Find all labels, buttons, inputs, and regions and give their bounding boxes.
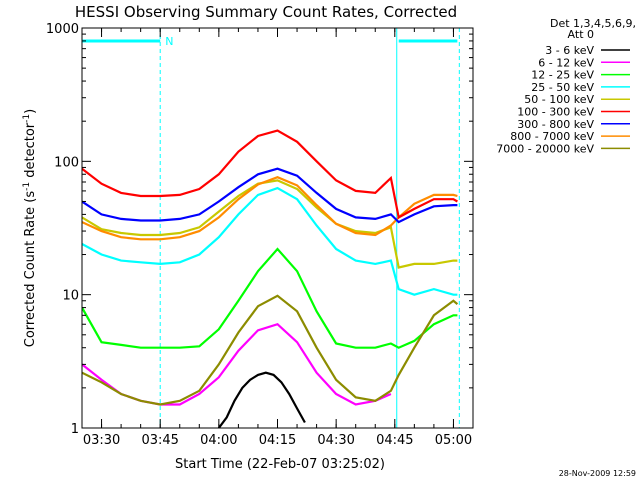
legend-header-line-2: Att 0 (568, 28, 594, 41)
legend-label: 800 - 7000 keV (510, 130, 594, 143)
y-tick-label: 10 (62, 289, 79, 304)
x-tick-label: 03:45 (141, 433, 178, 448)
y-axis-label: Corrected Count Rate (s-1 detector-1) (22, 109, 38, 347)
series-line-1 (217, 371, 306, 428)
legend-label: 6 - 12 keV (538, 56, 594, 69)
series-line-8 (82, 176, 458, 241)
series-line-4 (82, 186, 458, 296)
x-tick-label: 04:00 (200, 433, 237, 448)
y-tick-label: 1000 (46, 22, 79, 37)
series-layer (82, 129, 459, 428)
x-tick-label: 05:00 (435, 433, 472, 448)
x-axis-label: Start Time (22-Feb-07 03:25:02) (175, 457, 385, 472)
legend-header-line-1: Det 1,3,4,5,6,9, (550, 17, 636, 30)
legend-label: 100 - 300 keV (517, 106, 594, 119)
night-markers: N (82, 28, 460, 428)
legend-label: 7000 - 20000 keV (496, 142, 594, 155)
x-tick-label: 04:15 (259, 433, 296, 448)
series-line-3 (82, 247, 458, 349)
x-axis: 03:30 03:45 04:00 04:15 04:30 04:45 05:00 (81, 28, 474, 448)
plot-frame (81, 27, 474, 429)
legend-label: 25 - 50 keV (531, 81, 594, 94)
series-line-5 (82, 179, 458, 269)
x-tick-label: 04:45 (376, 433, 413, 448)
legend-label: 3 - 6 keV (545, 44, 594, 57)
timestamp: 28-Nov-2009 12:59 (559, 469, 636, 478)
legend-label: 50 - 100 keV (524, 93, 594, 106)
x-tick-label: 03:30 (83, 433, 120, 448)
series-line-9 (82, 294, 459, 406)
series-line-7 (82, 167, 458, 224)
chart-title: HESSI Observing Summary Count Rates, Cor… (75, 3, 457, 21)
x-tick-label: 04:30 (317, 433, 354, 448)
y-tick-label: 1 (71, 422, 79, 437)
series-line-6 (82, 129, 458, 220)
y-tick-label: 100 (54, 155, 79, 170)
legend-label: 12 - 25 keV (531, 69, 594, 82)
y-axis: 1 10 100 1000 (46, 22, 473, 437)
night-label: N (165, 35, 173, 48)
legend-label: 300 - 800 keV (517, 118, 594, 131)
